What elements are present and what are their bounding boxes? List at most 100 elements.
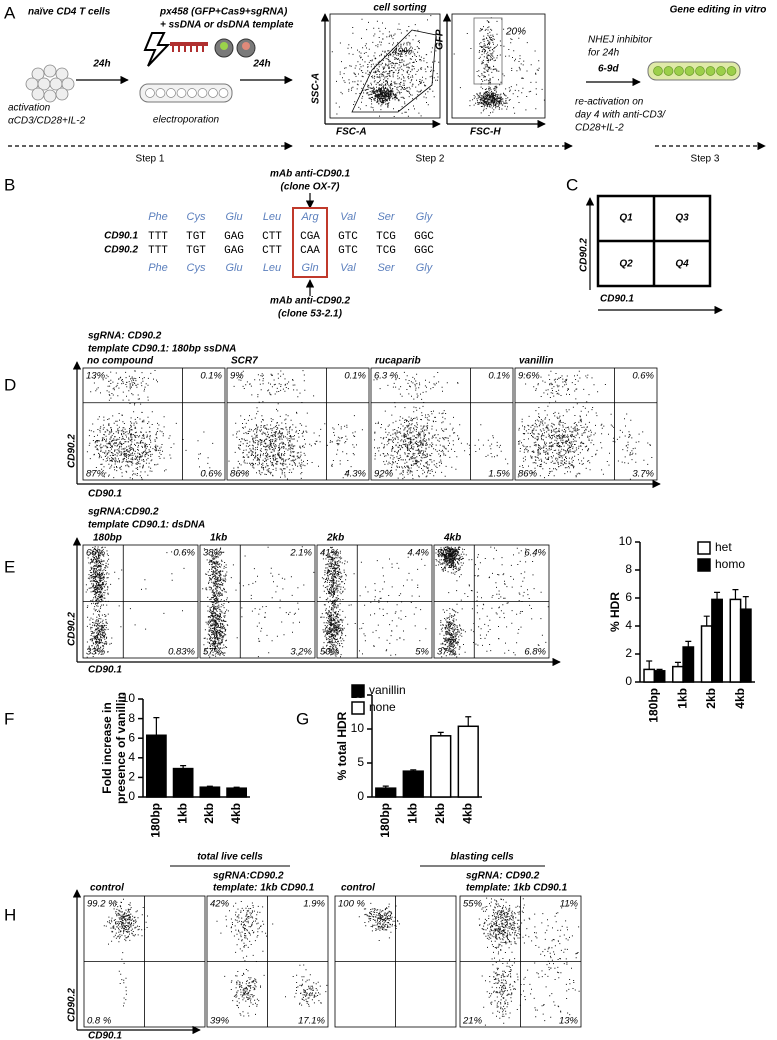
panel-label: E [4, 557, 15, 576]
error-bar [233, 786, 240, 789]
plot-title: 2kb [326, 533, 344, 544]
quadrant-percent: 41% [320, 548, 340, 559]
amino-acid: Gly [416, 211, 434, 223]
codon: TTT [148, 245, 168, 257]
codon: GAG [224, 231, 244, 243]
cell-icon [31, 87, 45, 101]
bar [682, 646, 695, 683]
quadrant-percent: 50% [437, 548, 457, 559]
reactivation-label: re-activation on [575, 97, 644, 108]
quadrant-percent: 1.9% [303, 899, 325, 910]
error-bar [714, 591, 721, 600]
quadrant-percent: 6.8% [524, 647, 546, 658]
dna-icon [170, 42, 208, 46]
dna-icon [178, 46, 180, 52]
y-tick-label: 6 [625, 590, 632, 604]
y-tick-label: 0 [357, 789, 364, 803]
bar [729, 598, 742, 683]
amino-acid: Phe [148, 211, 168, 223]
amino-acid: Phe [148, 262, 168, 274]
quadrant-percent: 13% [86, 371, 106, 382]
error-bar [465, 716, 472, 727]
codon: GTC [338, 231, 358, 243]
quadrant-percent: 4.3% [344, 469, 366, 480]
y-axis-label: Fold increase in [100, 702, 114, 793]
dot-cloud [373, 371, 509, 480]
y-axis-label: presence of vanillin [114, 692, 128, 804]
x-tick-label: 180bp [647, 688, 661, 723]
plot-frame [226, 367, 370, 481]
quadrant-percent: 55% [463, 899, 483, 910]
bar [653, 670, 666, 683]
legend-label: none [369, 700, 396, 714]
error-bar [742, 596, 749, 610]
quadrant-percent: 87% [86, 469, 106, 480]
y-tick-label: 0 [128, 789, 135, 803]
quadrant-label: Q3 [675, 213, 689, 224]
antibody-label: (clone 53-2.1) [278, 309, 343, 320]
gate-percent: 49% [392, 47, 412, 58]
cell-icon [197, 88, 208, 98]
axis-label: FSC-A [336, 127, 367, 138]
cell-icon [695, 66, 705, 76]
amino-acid: Ser [377, 262, 395, 274]
amino-acid: Cys [187, 262, 206, 274]
dot-cloud [103, 898, 148, 1007]
axis-label: CD90.2 [67, 434, 78, 468]
plot-title: rucaparib [375, 356, 421, 367]
amino-acid: Arg [300, 211, 319, 223]
step-label: Step 1 [136, 154, 165, 165]
axis-label: CD90.1 [88, 1031, 122, 1040]
cell-icon [166, 88, 176, 98]
cell-icon [726, 66, 737, 76]
cell-icon [218, 88, 229, 98]
y-tick-label: 8 [625, 562, 632, 576]
gate-percent: 20% [505, 27, 526, 38]
plot-frame [82, 367, 226, 481]
time-label: 24h [92, 59, 110, 70]
amino-acid: Leu [263, 211, 281, 223]
cell-icon [43, 89, 57, 103]
cell-icon [55, 87, 69, 101]
codon: CTT [262, 245, 282, 257]
step-label: Step 3 [691, 154, 720, 165]
x-tick-label: 1kb [405, 803, 419, 824]
codon: TGT [186, 245, 206, 257]
legend-label: vanillin [369, 683, 406, 697]
bar [172, 767, 194, 798]
quadrant-percent: 57% [203, 647, 223, 658]
codon: CAA [300, 245, 320, 257]
y-tick-label: 6 [128, 730, 135, 744]
plot-title: no compound [87, 356, 154, 367]
bar [226, 787, 248, 798]
quadrant-percent: 9.6% [518, 371, 540, 382]
panel-label: A [4, 3, 16, 22]
dot-cloud [228, 370, 363, 480]
cell-icon [145, 88, 155, 98]
codon: GAG [224, 245, 244, 257]
codon: CTT [262, 231, 282, 243]
allele-label: CD90.2 [104, 245, 138, 256]
antibody-label: (clone OX-7) [281, 182, 341, 193]
reactivation-label: CD28+IL-2 [575, 123, 624, 134]
plot-title: 180bp [93, 533, 122, 544]
cell-icon [208, 88, 218, 98]
legend-swatch [351, 684, 365, 698]
y-tick-label: 2 [625, 646, 632, 660]
panel-label: H [4, 905, 16, 924]
bar [643, 668, 656, 683]
quadrant-percent: 37% [437, 647, 457, 658]
quadrant-percent: 17.1% [298, 1016, 325, 1027]
error-bar [646, 660, 653, 670]
axis-label: CD90.2 [67, 988, 78, 1022]
amino-acid: Glu [225, 211, 242, 223]
amino-acid: Gln [301, 262, 318, 274]
condition-label: sgRNA: CD90.2 [88, 331, 162, 342]
error-bar [656, 668, 663, 671]
dot-cloud [478, 897, 580, 1026]
bar [402, 770, 424, 798]
plot-title: sgRNA:CD90.2 [213, 871, 284, 882]
error-bar [410, 769, 417, 772]
